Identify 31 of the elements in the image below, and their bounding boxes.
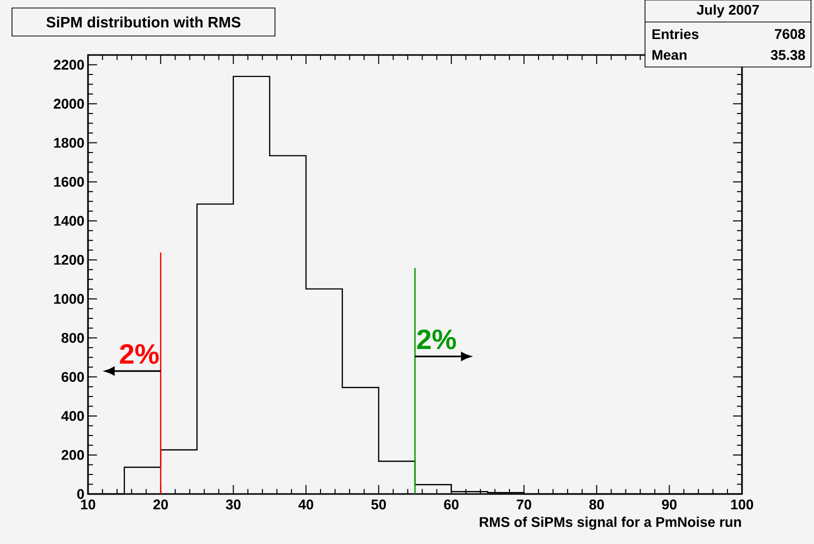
annotation: 2% <box>120 344 159 364</box>
y-tick-label: 0 <box>77 489 84 499</box>
y-tick-label: 200 <box>62 450 84 460</box>
y-tick-label: 1600 <box>54 176 84 187</box>
x-axis-title: RMS of SiPMs signal for a PmNoise run <box>480 516 741 530</box>
chart-title: SiPM distribution with RMS <box>46 16 240 28</box>
text: 35.38 <box>770 50 806 60</box>
x-tick-label: 40 <box>298 500 314 510</box>
x-tick-label: 20 <box>153 500 168 510</box>
y-tick-label: 1000 <box>54 294 84 304</box>
y-tick-label: 2000 <box>54 98 84 109</box>
text: 7608 <box>774 29 806 39</box>
x-tick-label: 60 <box>444 500 459 510</box>
y-tick-label: 1200 <box>54 254 84 265</box>
x-tick-label: 80 <box>589 500 604 510</box>
text: July 2007 <box>696 4 759 18</box>
y-tick-label: 1400 <box>54 216 84 226</box>
y-tick-label: 800 <box>62 332 84 343</box>
x-tick-label: 30 <box>226 500 241 510</box>
annotation: Mean <box>652 50 686 60</box>
y-tick-label: 2200 <box>54 60 84 70</box>
x-tick-label: 100 <box>731 500 754 510</box>
y-tick-label: 400 <box>61 410 84 421</box>
annotation: 2% <box>417 329 456 350</box>
y-tick-label: 1800 <box>54 138 84 148</box>
x-tick-label: 70 <box>516 500 532 510</box>
y-tick-label: 600 <box>62 372 84 382</box>
x-tick-label: 10 <box>81 500 96 510</box>
text: Entries <box>652 28 698 40</box>
x-tick-label: 50 <box>371 500 386 510</box>
x-tick-label: 90 <box>662 500 677 510</box>
